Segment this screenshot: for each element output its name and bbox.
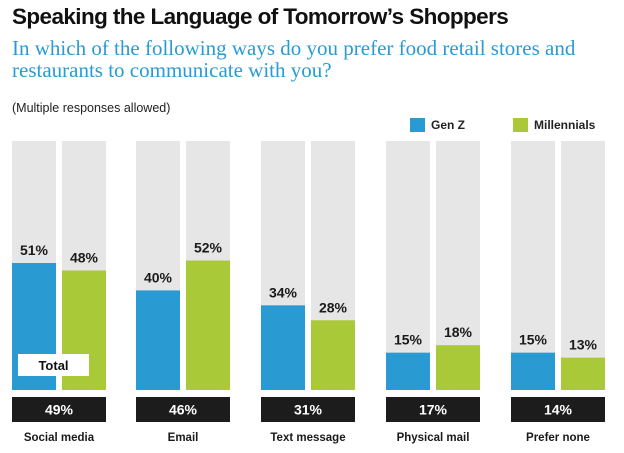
total-bar-email bbox=[136, 397, 230, 422]
total-value-physical-mail: 17% bbox=[419, 402, 448, 418]
value-label-millennials-prefer-none: 13% bbox=[569, 337, 598, 353]
legend-swatch-millennials bbox=[513, 118, 528, 132]
category-label-prefer-none: Prefer none bbox=[526, 432, 590, 444]
total-value-text-message: 31% bbox=[294, 402, 323, 418]
value-label-millennials-physical-mail: 18% bbox=[444, 324, 473, 340]
value-label-gen-z-social-media: 51% bbox=[20, 242, 49, 258]
category-label-email: Email bbox=[168, 432, 199, 444]
bar-track-gen-z-physical-mail bbox=[386, 141, 430, 390]
value-label-gen-z-physical-mail: 15% bbox=[394, 332, 423, 348]
value-label-gen-z-prefer-none: 15% bbox=[519, 332, 548, 348]
category-label-physical-mail: Physical mail bbox=[397, 432, 470, 444]
bar-millennials-email bbox=[186, 260, 230, 390]
bar-gen-z-prefer-none bbox=[511, 352, 555, 390]
legend-label-genz: Gen Z bbox=[431, 118, 466, 132]
total-bar-social-media bbox=[12, 397, 106, 422]
bar-millennials-text-message bbox=[311, 320, 355, 390]
bar-millennials-prefer-none bbox=[561, 357, 605, 390]
category-label-social-media: Social media bbox=[24, 432, 95, 444]
legend-swatch-genz bbox=[410, 118, 425, 132]
total-value-social-media: 49% bbox=[45, 402, 74, 418]
chart-subtitle: In which of the following ways do you pr… bbox=[12, 36, 576, 82]
responses-note: (Multiple responses allowed) bbox=[12, 101, 171, 115]
category-label-text-message: Text message bbox=[270, 432, 345, 444]
value-label-gen-z-email: 40% bbox=[144, 269, 173, 285]
total-value-email: 46% bbox=[169, 402, 198, 418]
value-label-millennials-text-message: 28% bbox=[319, 299, 348, 315]
total-tag-box bbox=[18, 354, 89, 376]
total-bar-physical-mail bbox=[386, 397, 480, 422]
value-label-millennials-social-media: 48% bbox=[70, 249, 99, 265]
value-label-gen-z-text-message: 34% bbox=[269, 284, 298, 300]
value-label-millennials-email: 52% bbox=[194, 240, 223, 256]
total-bar-prefer-none bbox=[511, 397, 605, 422]
legend-label-millennials: Millennials bbox=[534, 118, 596, 132]
bar-millennials-physical-mail bbox=[436, 345, 480, 390]
bar-track-millennials-prefer-none bbox=[561, 141, 605, 390]
bar-track-gen-z-prefer-none bbox=[511, 141, 555, 390]
legend: Gen Z Millennials bbox=[0, 118, 624, 134]
bar-gen-z-physical-mail bbox=[386, 352, 430, 390]
bar-gen-z-text-message bbox=[261, 305, 305, 390]
total-tag-label: Total bbox=[38, 358, 68, 373]
chart-title: Speaking the Language of Tomorrow’s Shop… bbox=[12, 4, 509, 29]
bar-gen-z-email bbox=[136, 290, 180, 390]
total-bar-text-message bbox=[261, 397, 355, 422]
total-value-prefer-none: 14% bbox=[544, 402, 573, 418]
